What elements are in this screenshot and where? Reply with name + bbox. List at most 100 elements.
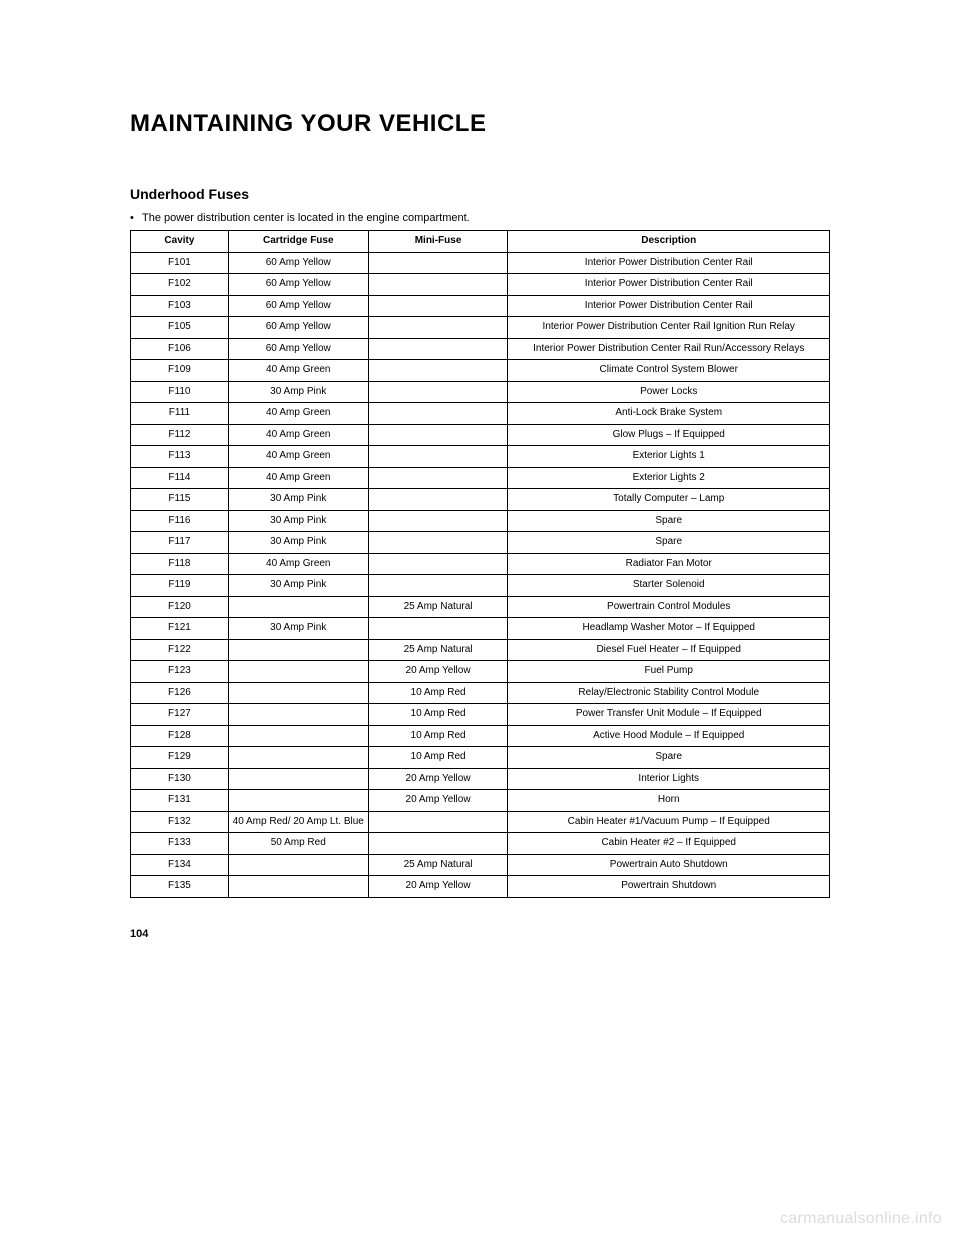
table-cell: 60 Amp Yellow [228,274,368,296]
table-row: F13520 Amp YellowPowertrain Shutdown [131,876,830,898]
table-cell: Interior Power Distribution Center Rail [508,295,830,317]
col-header: Description [508,231,830,253]
table-cell: F113 [131,446,229,468]
table-cell: F105 [131,317,229,339]
col-header: Cartridge Fuse [228,231,368,253]
watermark-text: carmanualsonline.info [780,1210,942,1228]
table-cell: Relay/Electronic Stability Control Modul… [508,682,830,704]
table-cell: 30 Amp Pink [228,489,368,511]
table-cell [228,725,368,747]
table-cell: Fuel Pump [508,661,830,683]
table-cell: Interior Power Distribution Center Rail [508,252,830,274]
table-row: F11440 Amp GreenExterior Lights 2 [131,467,830,489]
table-cell [368,833,508,855]
table-cell: F131 [131,790,229,812]
table-cell: Radiator Fan Motor [508,553,830,575]
table-cell: 10 Amp Red [368,747,508,769]
section-heading: Underhood Fuses [130,186,830,202]
table-cell: 40 Amp Red/ 20 Amp Lt. Blue [228,811,368,833]
table-cell [368,446,508,468]
table-cell [228,747,368,769]
table-row: F11140 Amp GreenAnti-Lock Brake System [131,403,830,425]
table-cell: Anti-Lock Brake System [508,403,830,425]
table-cell: 25 Amp Natural [368,854,508,876]
table-cell [228,768,368,790]
table-row: F131 20 Amp YellowHorn [131,790,830,812]
table-cell: F128 [131,725,229,747]
table-cell: F129 [131,747,229,769]
table-cell [368,489,508,511]
table-cell: F103 [131,295,229,317]
table-row: F10160 Amp Yellow Interior Power Distribu… [131,252,830,274]
table-cell [368,360,508,382]
table-cell: F110 [131,381,229,403]
table-cell: 20 Amp Yellow [368,876,508,898]
table-row: F13350 Amp RedCabin Heater #2 – If Equip… [131,833,830,855]
table-cell: 40 Amp Green [228,467,368,489]
table-cell: Interior Power Distribution Center Rail … [508,338,830,360]
table-cell: F111 [131,403,229,425]
table-cell: Totally Computer – Lamp [508,489,830,511]
table-row: F11730 Amp PinkSpare [131,532,830,554]
table-cell: 20 Amp Yellow [368,790,508,812]
table-cell [228,876,368,898]
table-cell [228,661,368,683]
table-cell: Exterior Lights 1 [508,446,830,468]
table-cell: 60 Amp Yellow [228,338,368,360]
table-cell: Exterior Lights 2 [508,467,830,489]
intro-text: The power distribution center is located… [142,212,470,224]
table-cell: 60 Amp Yellow [228,252,368,274]
table-cell [228,704,368,726]
col-header: Mini-Fuse [368,231,508,253]
table-cell [368,295,508,317]
table-cell: 30 Amp Pink [228,381,368,403]
table-cell: 25 Amp Natural [368,639,508,661]
table-header-row: Cavity Cartridge Fuse Mini-Fuse Descript… [131,231,830,253]
table-row: F12910 Amp RedSpare [131,747,830,769]
table-cell: F119 [131,575,229,597]
page-number: 104 [130,928,830,940]
table-cell: F109 [131,360,229,382]
page-title: MAINTAINING YOUR VEHICLE [130,110,830,138]
table-cell: Horn [508,790,830,812]
table-row: F13425 Amp NaturalPowertrain Auto Shutdo… [131,854,830,876]
table-cell: Interior Lights [508,768,830,790]
table-cell: Powertrain Shutdown [508,876,830,898]
table-cell [368,510,508,532]
table-cell [368,575,508,597]
table-cell: Interior Power Distribution Center Rail … [508,317,830,339]
table-cell: 40 Amp Green [228,446,368,468]
table-cell: Active Hood Module – If Equipped [508,725,830,747]
table-cell: Powertrain Control Modules [508,596,830,618]
table-row: F11930 Amp PinkStarter Solenoid [131,575,830,597]
table-cell: F132 [131,811,229,833]
table-cell: 10 Amp Red [368,682,508,704]
table-cell: Spare [508,532,830,554]
table-cell: F101 [131,252,229,274]
table-cell: Spare [508,510,830,532]
table-cell: F133 [131,833,229,855]
table-cell: 20 Amp Yellow [368,768,508,790]
table-cell [368,618,508,640]
table-cell: Powertrain Auto Shutdown [508,854,830,876]
table-cell [368,424,508,446]
table-cell: F116 [131,510,229,532]
table-row: F12610 Amp RedRelay/Electronic Stability… [131,682,830,704]
table-cell: 10 Amp Red [368,704,508,726]
table-cell: Diesel Fuel Heater – If Equipped [508,639,830,661]
col-header: Cavity [131,231,229,253]
table-row: F13020 Amp YellowInterior Lights [131,768,830,790]
table-row: F12025 Amp NaturalPowertrain Control Mod… [131,596,830,618]
table-cell: Headlamp Washer Motor – If Equipped [508,618,830,640]
table-cell [368,532,508,554]
table-row: F12810 Amp RedActive Hood Module – If Eq… [131,725,830,747]
table-cell: 30 Amp Pink [228,510,368,532]
table-cell: Climate Control System Blower [508,360,830,382]
table-row: F13240 Amp Red/ 20 Amp Lt. BlueCabin Hea… [131,811,830,833]
table-cell [368,252,508,274]
table-cell [228,854,368,876]
table-cell: 40 Amp Green [228,424,368,446]
table-cell [368,553,508,575]
table-cell: F120 [131,596,229,618]
table-cell: 40 Amp Green [228,360,368,382]
